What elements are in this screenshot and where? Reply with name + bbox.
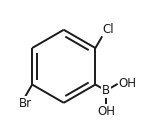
Text: Cl: Cl [103,23,114,36]
Text: OH: OH [118,77,136,90]
Text: Br: Br [19,97,32,110]
Text: OH: OH [97,105,115,118]
Text: B: B [102,84,110,97]
